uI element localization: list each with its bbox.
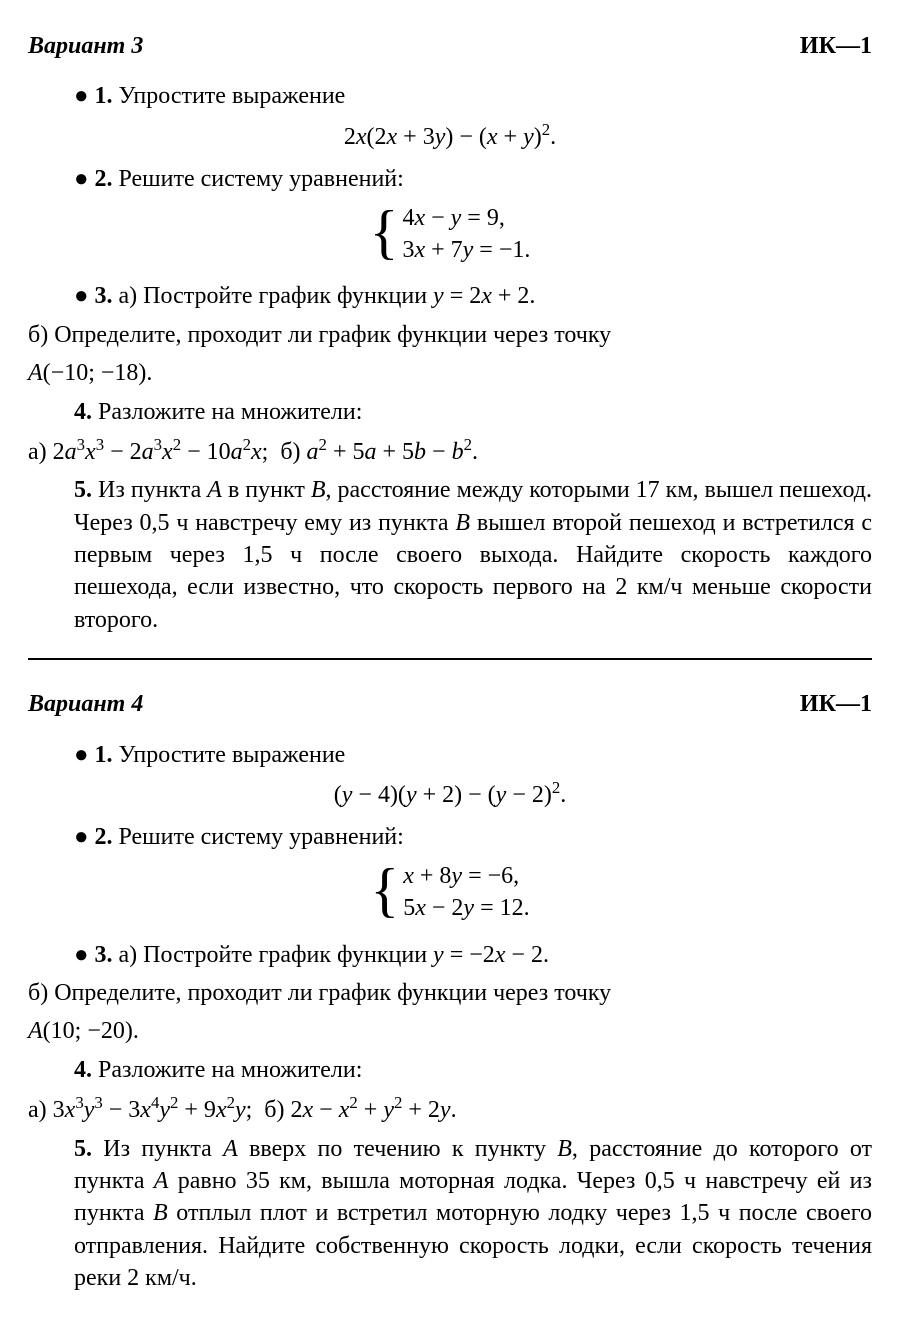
problem-text: Разложите на множители: [98,399,362,425]
variant-title: Вариант 3 [28,30,143,62]
problem-text: Упростите выражение [119,83,346,109]
problem-3-2: 2. Решите систему уравнений: [28,163,872,195]
problem-text: Решите систему уравнений: [119,166,404,192]
ik-code: ИК—1 [800,30,872,62]
system-equations: 4x − y = 9, 3x + 7y = −1. [402,202,530,267]
header-variant-3: Вариант 3 ИК—1 [28,30,872,62]
problem-3-1: 1. Упростите выражение [28,80,872,112]
problem-4-4-parts: а) 3x3y3 − 3x4y2 + 9x2y; б) 2x − x2 + y2… [28,1092,872,1126]
problem-number: 4. [74,399,92,425]
problem-3-3-point: A(−10; −18). [28,357,872,389]
problem-text: Решите систему уравнений: [119,824,404,850]
formula-4-1: (y − 4)(y + 2) − (y − 2)2. [28,777,872,811]
system-4-2: { x + 8y = −6, 5x − 2y = 12. [28,860,872,925]
variant-title: Вариант 4 [28,688,143,720]
problem-number: 1. [95,83,113,109]
problem-number: 1. [95,742,113,768]
problem-number: 2. [95,824,113,850]
problem-3-5: 5. Из пункта A в пункт B, расстояние меж… [28,474,872,636]
problem-4-3b: б) Определите, проходит ли график функци… [28,977,872,1009]
brace-icon: { [370,860,399,925]
formula-3-1: 2x(2x + 3y) − (x + y)2. [28,119,872,153]
problem-4-1: 1. Упростите выражение [28,739,872,771]
problem-3-4: 4. Разложите на множители: [28,396,872,428]
problem-number: 3. [95,283,113,309]
system-3-2: { 4x − y = 9, 3x + 7y = −1. [28,202,872,267]
problem-3-3b: б) Определите, проходит ли график функци… [28,319,872,351]
problem-text: Упростите выражение [119,742,346,768]
problem-number: 5. [74,477,92,503]
problem-3-3a: 3. а) Постройте график функции y = 2x + … [28,280,872,312]
system-equations: x + 8y = −6, 5x − 2y = 12. [403,860,529,925]
brace-icon: { [370,202,399,267]
problem-4-3-point: A(10; −20). [28,1015,872,1047]
problem-text-b: б) Определите, проходит ли график функци… [28,322,611,348]
problem-number: 3. [95,942,113,968]
problem-number: 2. [95,166,113,192]
header-variant-4: Вариант 4 ИК—1 [28,688,872,720]
problem-4-3a: 3. а) Постройте график функции y = −2x −… [28,939,872,971]
section-divider [28,658,872,660]
problem-4-5: 5. Из пункта A вверх по течению к пункту… [28,1133,872,1295]
ik-code: ИК—1 [800,688,872,720]
problem-3-4-parts: а) 2a3x3 − 2a3x2 − 10a2x; б) a2 + 5a + 5… [28,434,872,468]
problem-text: Разложите на множители: [98,1057,362,1083]
problem-4-2: 2. Решите систему уравнений: [28,821,872,853]
problem-text-a: а) Постройте график функции [119,942,434,968]
problem-text-a: а) Постройте график функции [119,283,434,309]
problem-number: 4. [74,1057,92,1083]
problem-text-b: б) Определите, проходит ли график функци… [28,980,611,1006]
problem-4-4: 4. Разложите на множители: [28,1054,872,1086]
problem-number: 5. [74,1136,92,1162]
